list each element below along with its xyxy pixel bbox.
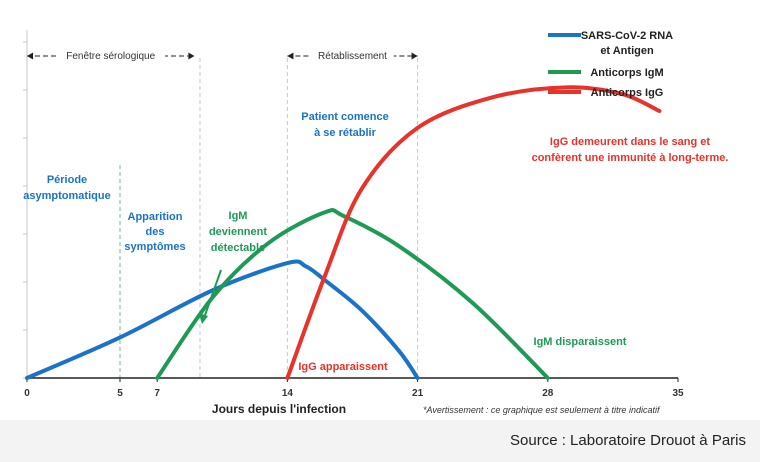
period-label-bg-1 <box>311 48 394 62</box>
annotation-igm-detect-line-1: deviennent <box>209 226 267 238</box>
igm-pointer-arrowhead <box>199 313 208 324</box>
annotation-igg-appear: IgG apparaissent <box>298 361 388 373</box>
annotation-apparition-line-2: symptômes <box>124 241 185 253</box>
annotation-patient-line-0: Patient comence <box>301 111 388 123</box>
x-tick-label-1: 5 <box>117 388 123 399</box>
period-label-bg-0 <box>56 48 166 62</box>
annotation-apparition-line-1: des <box>146 226 165 238</box>
period-arrowhead-left-0 <box>27 52 33 60</box>
footer-bar: Source : Laboratoire Drouot à Paris <box>0 420 760 462</box>
x-tick-label-6: 35 <box>672 388 684 399</box>
chart-canvas: Fenêtre sérologique Rétablissement 0 5 7 14 21… <box>23 30 729 416</box>
annotation-igm-detect-line-0: IgM <box>229 210 248 222</box>
legend-rna-antigen-label-0: SARS-CoV-2 RNA <box>581 30 673 42</box>
legend-rna-antigen-label-1: et Antigen <box>600 45 654 57</box>
period-arrowhead-right-1 <box>411 52 418 60</box>
annotation-igg-remain-line-1: confèrent une immunité à long-terme. <box>532 152 729 164</box>
source-caption: Source : Laboratoire Drouot à Paris <box>510 432 746 449</box>
series-igm-line <box>155 208 550 380</box>
legend-igg-label-0: Anticorps IgG <box>591 87 664 99</box>
annotation-periode-line-1: asymptomatique <box>23 190 110 202</box>
annotation-igg-remain-line-0: IgG demeurent dans le sang et <box>550 136 710 148</box>
chart-svg: Fenêtre sérologique Rétablissement 0 5 7 14 21… <box>23 30 729 416</box>
x-tick-label-2: 7 <box>154 388 160 399</box>
annotation-periode-line-0: Période <box>47 174 87 186</box>
annotation-igm-disappear: IgM disparaissent <box>534 336 627 348</box>
x-tick-label-0: 0 <box>24 388 30 399</box>
annotation-patient-line-1: à se rétablir <box>314 127 376 139</box>
period-arrowhead-left-1 <box>287 52 294 60</box>
period-label-1: Rétablissement <box>318 51 387 62</box>
legend-igm-label-0: Anticorps IgM <box>590 67 663 79</box>
x-axis-label: Jours depuis l'infection <box>212 402 346 416</box>
series-rna-antigen-line <box>25 259 420 380</box>
x-tick-label-3: 14 <box>282 388 294 399</box>
x-tick-label-4: 21 <box>412 388 424 399</box>
disclaimer-note: *Avertissement : ce graphique est seulem… <box>423 405 661 415</box>
annotation-igm-detect-line-2: détectable <box>211 242 265 254</box>
x-tick-label-5: 28 <box>542 388 554 399</box>
igm-pointer-arrow <box>203 269 222 319</box>
annotation-apparition-line-0: Apparition <box>128 211 183 223</box>
period-label-0: Fenêtre sérologique <box>66 51 155 62</box>
period-arrowhead-right-0 <box>188 52 195 60</box>
series-igg-line <box>285 85 662 380</box>
